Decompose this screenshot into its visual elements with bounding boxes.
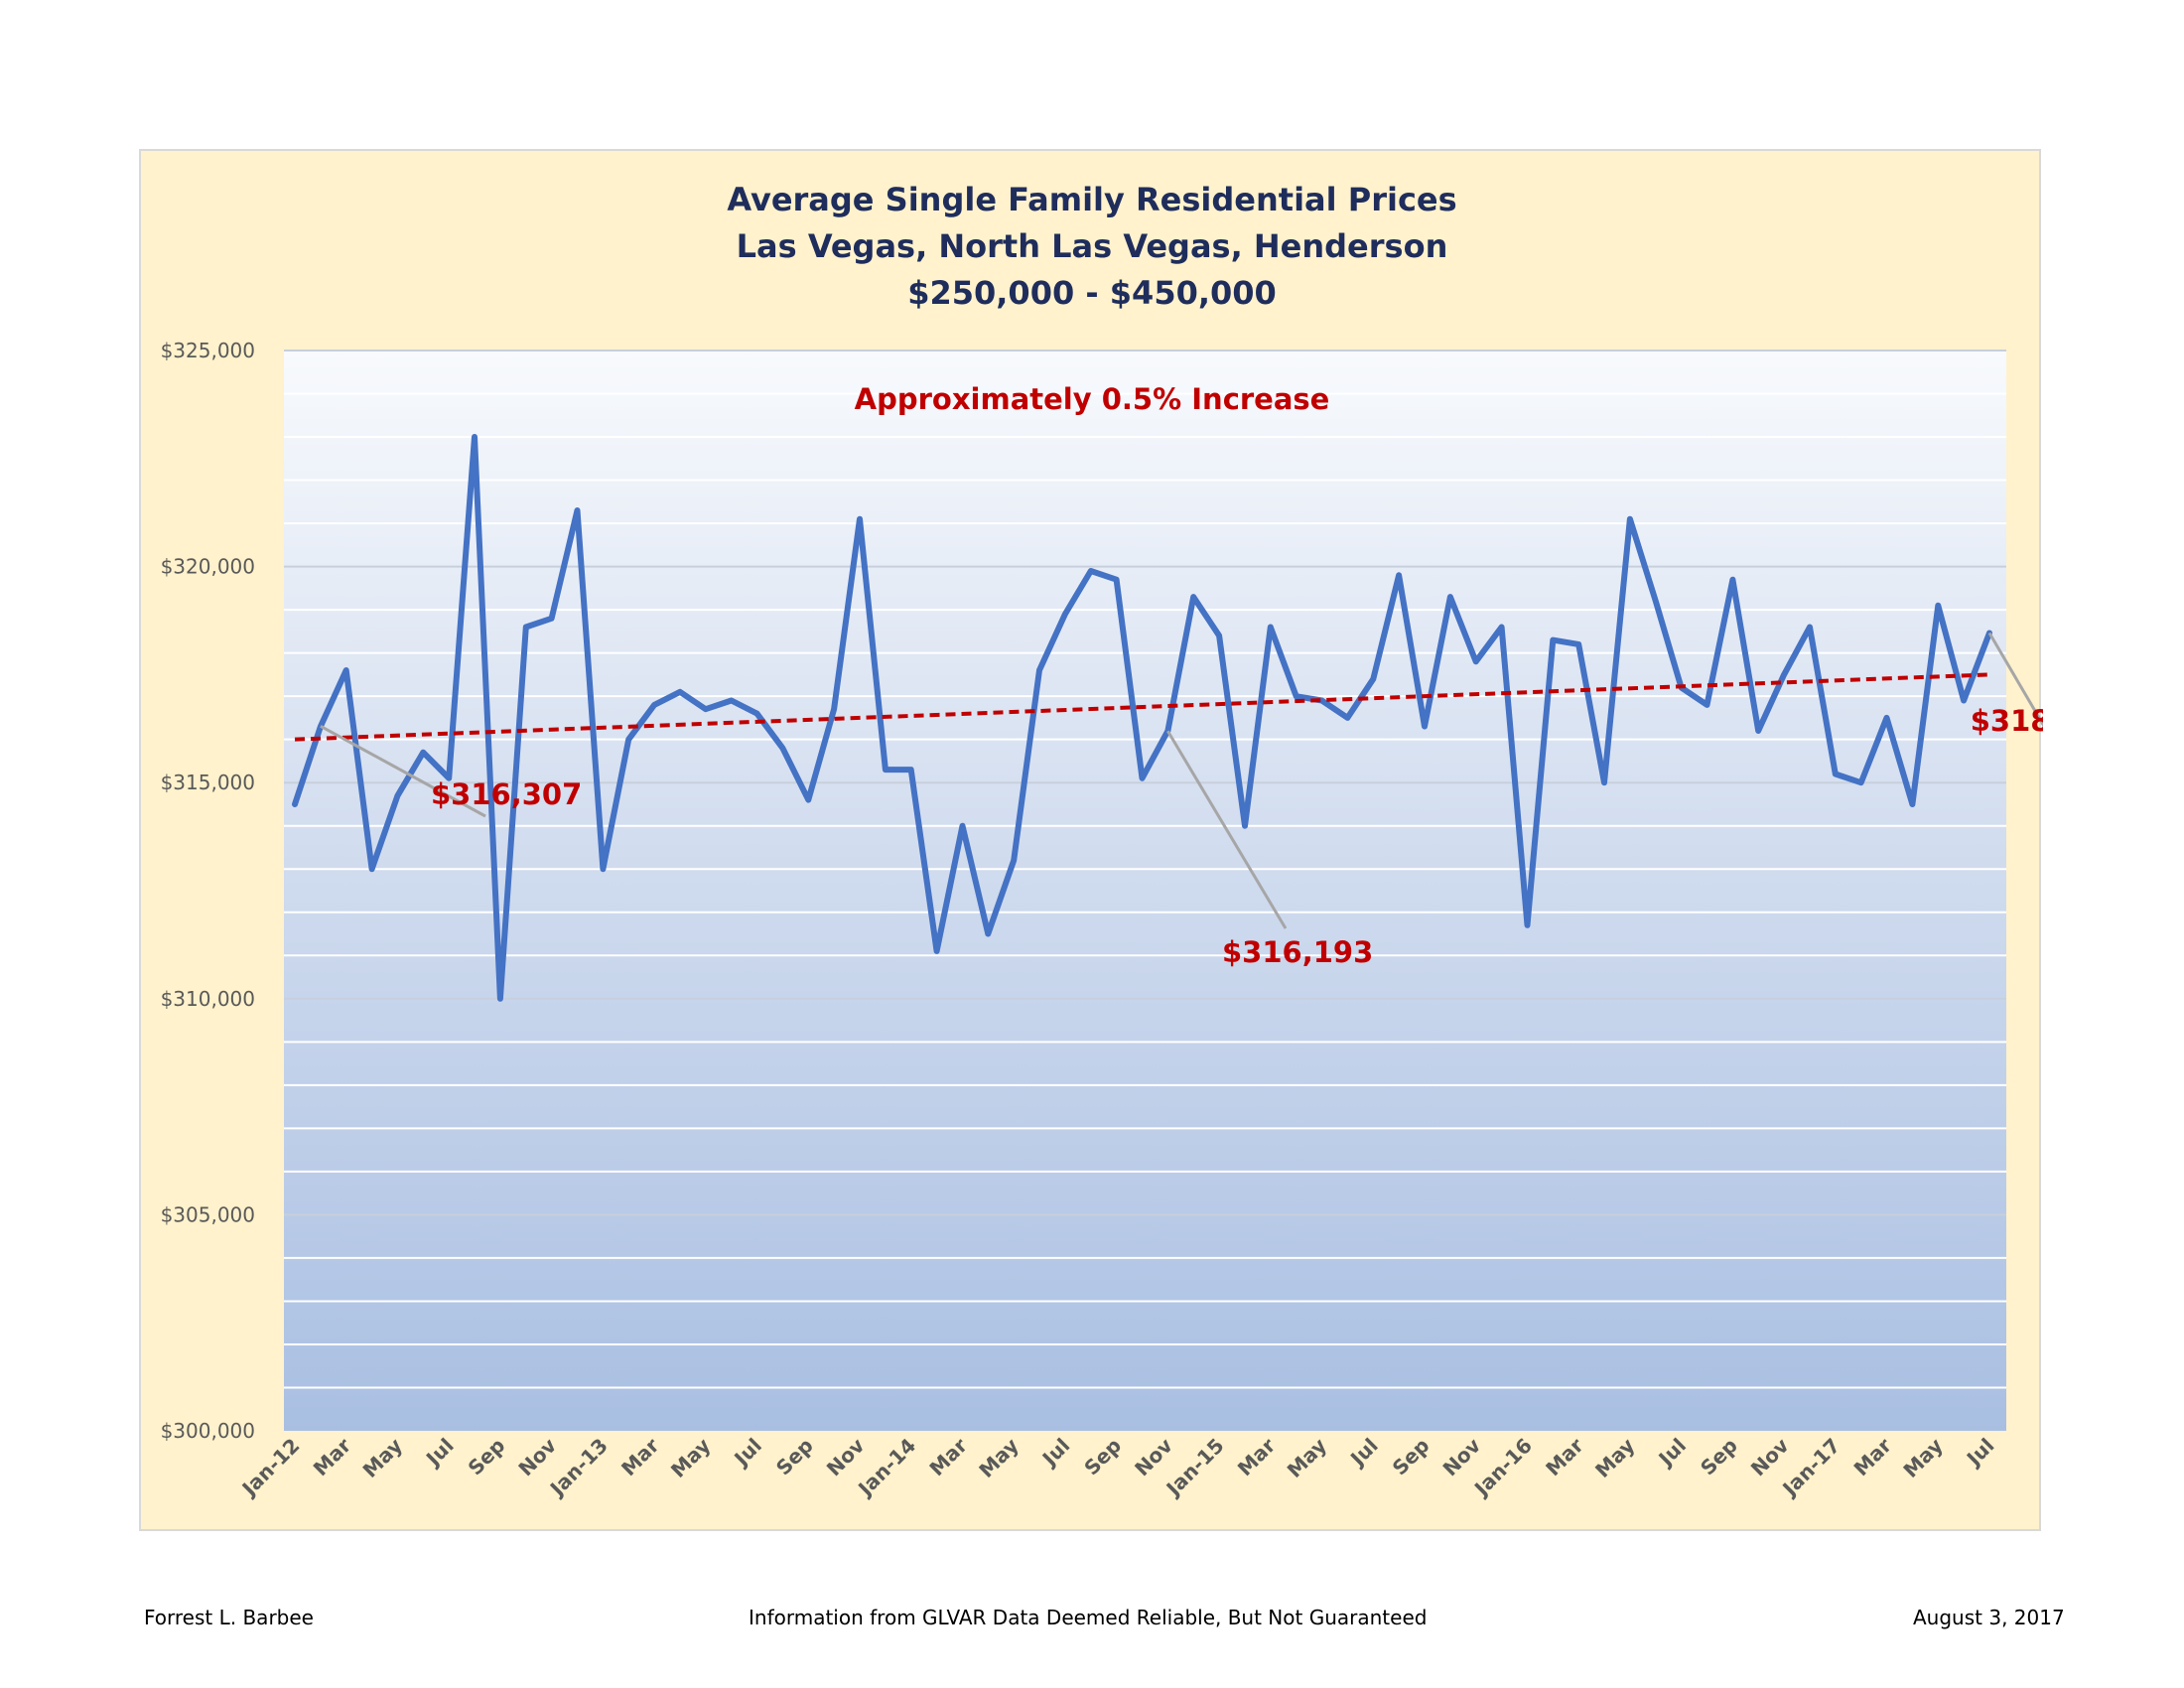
x-tick-label: May: [1898, 1434, 1947, 1482]
x-tick-label: Jul: [729, 1434, 767, 1473]
x-tick-label: Jan-12: [236, 1434, 305, 1502]
x-tick-label: Sep: [771, 1434, 818, 1480]
y-tick-label: $300,000: [161, 1419, 255, 1443]
series-layer: [292, 434, 1992, 1002]
x-tick-label: Sep: [464, 1434, 510, 1480]
y-tick-label: $325,000: [161, 339, 255, 362]
footer-disclaimer: Information from GLVAR Data Deemed Relia…: [749, 1606, 1428, 1629]
x-tick-label: Mar: [1233, 1433, 1281, 1480]
x-tick-label: Sep: [1388, 1434, 1434, 1480]
x-tick-label: May: [666, 1434, 715, 1482]
chart-frame: Average Single Family Residential Prices…: [139, 149, 2043, 1531]
plot-area: [284, 351, 2006, 1431]
chart-title-line-1: Average Single Family Residential Prices: [727, 181, 1456, 218]
y-tick-label: $320,000: [161, 555, 255, 579]
data-label: $316,193: [1222, 935, 1373, 969]
increase-annotation: Approximately 0.5% Increase: [855, 382, 1330, 416]
x-tick-label: Mar: [924, 1433, 972, 1480]
x-tick-label: May: [1590, 1434, 1639, 1482]
footer-date: August 3, 2017: [1913, 1606, 2065, 1629]
data-label: $318,462: [1971, 704, 2043, 738]
trend-line: [294, 672, 1990, 742]
x-tick-label: Jul: [420, 1434, 459, 1473]
annotation-leader: [1987, 632, 2043, 728]
x-tick-label: May: [358, 1434, 407, 1482]
data-label: $316,307: [431, 777, 582, 811]
chart-svg: Average Single Family Residential Prices…: [161, 181, 2043, 1501]
x-tick-label: Mar: [309, 1433, 356, 1480]
y-axis-ticks: $300,000 $305,000 $310,000 $315,000 $320,000…: [161, 339, 255, 1443]
x-tick-label: May: [1283, 1434, 1331, 1482]
y-tick-label: $310,000: [161, 987, 255, 1011]
x-tick-label: Jul: [1961, 1434, 1999, 1473]
gridlines: [284, 350, 2006, 1389]
price-line: [292, 434, 1992, 1002]
chart-title-line-3: $250,000 - $450,000: [907, 274, 1277, 312]
x-tick-label: Jul: [1653, 1434, 1692, 1473]
footer-author: Forrest L. Barbee: [144, 1606, 314, 1629]
x-tick-label: Sep: [1696, 1434, 1742, 1480]
y-tick-label: $315,000: [161, 771, 255, 794]
annotation-leader: [320, 725, 486, 818]
x-tick-label: Jul: [1344, 1434, 1383, 1473]
x-tick-label: May: [974, 1434, 1023, 1482]
x-tick-label: Mar: [616, 1433, 664, 1480]
data-annotations: $316,307 $316,193 $318,462: [320, 632, 2043, 969]
y-tick-label: $305,000: [161, 1202, 255, 1226]
x-tick-label: Sep: [1079, 1434, 1126, 1480]
x-tick-label: Jul: [1036, 1434, 1075, 1473]
annotation-leader: [1166, 730, 1288, 929]
x-tick-label: Mar: [1541, 1433, 1588, 1480]
x-tick-label: Mar: [1849, 1433, 1897, 1480]
chart-title-line-2: Las Vegas, North Las Vegas, Henderson: [737, 227, 1448, 265]
